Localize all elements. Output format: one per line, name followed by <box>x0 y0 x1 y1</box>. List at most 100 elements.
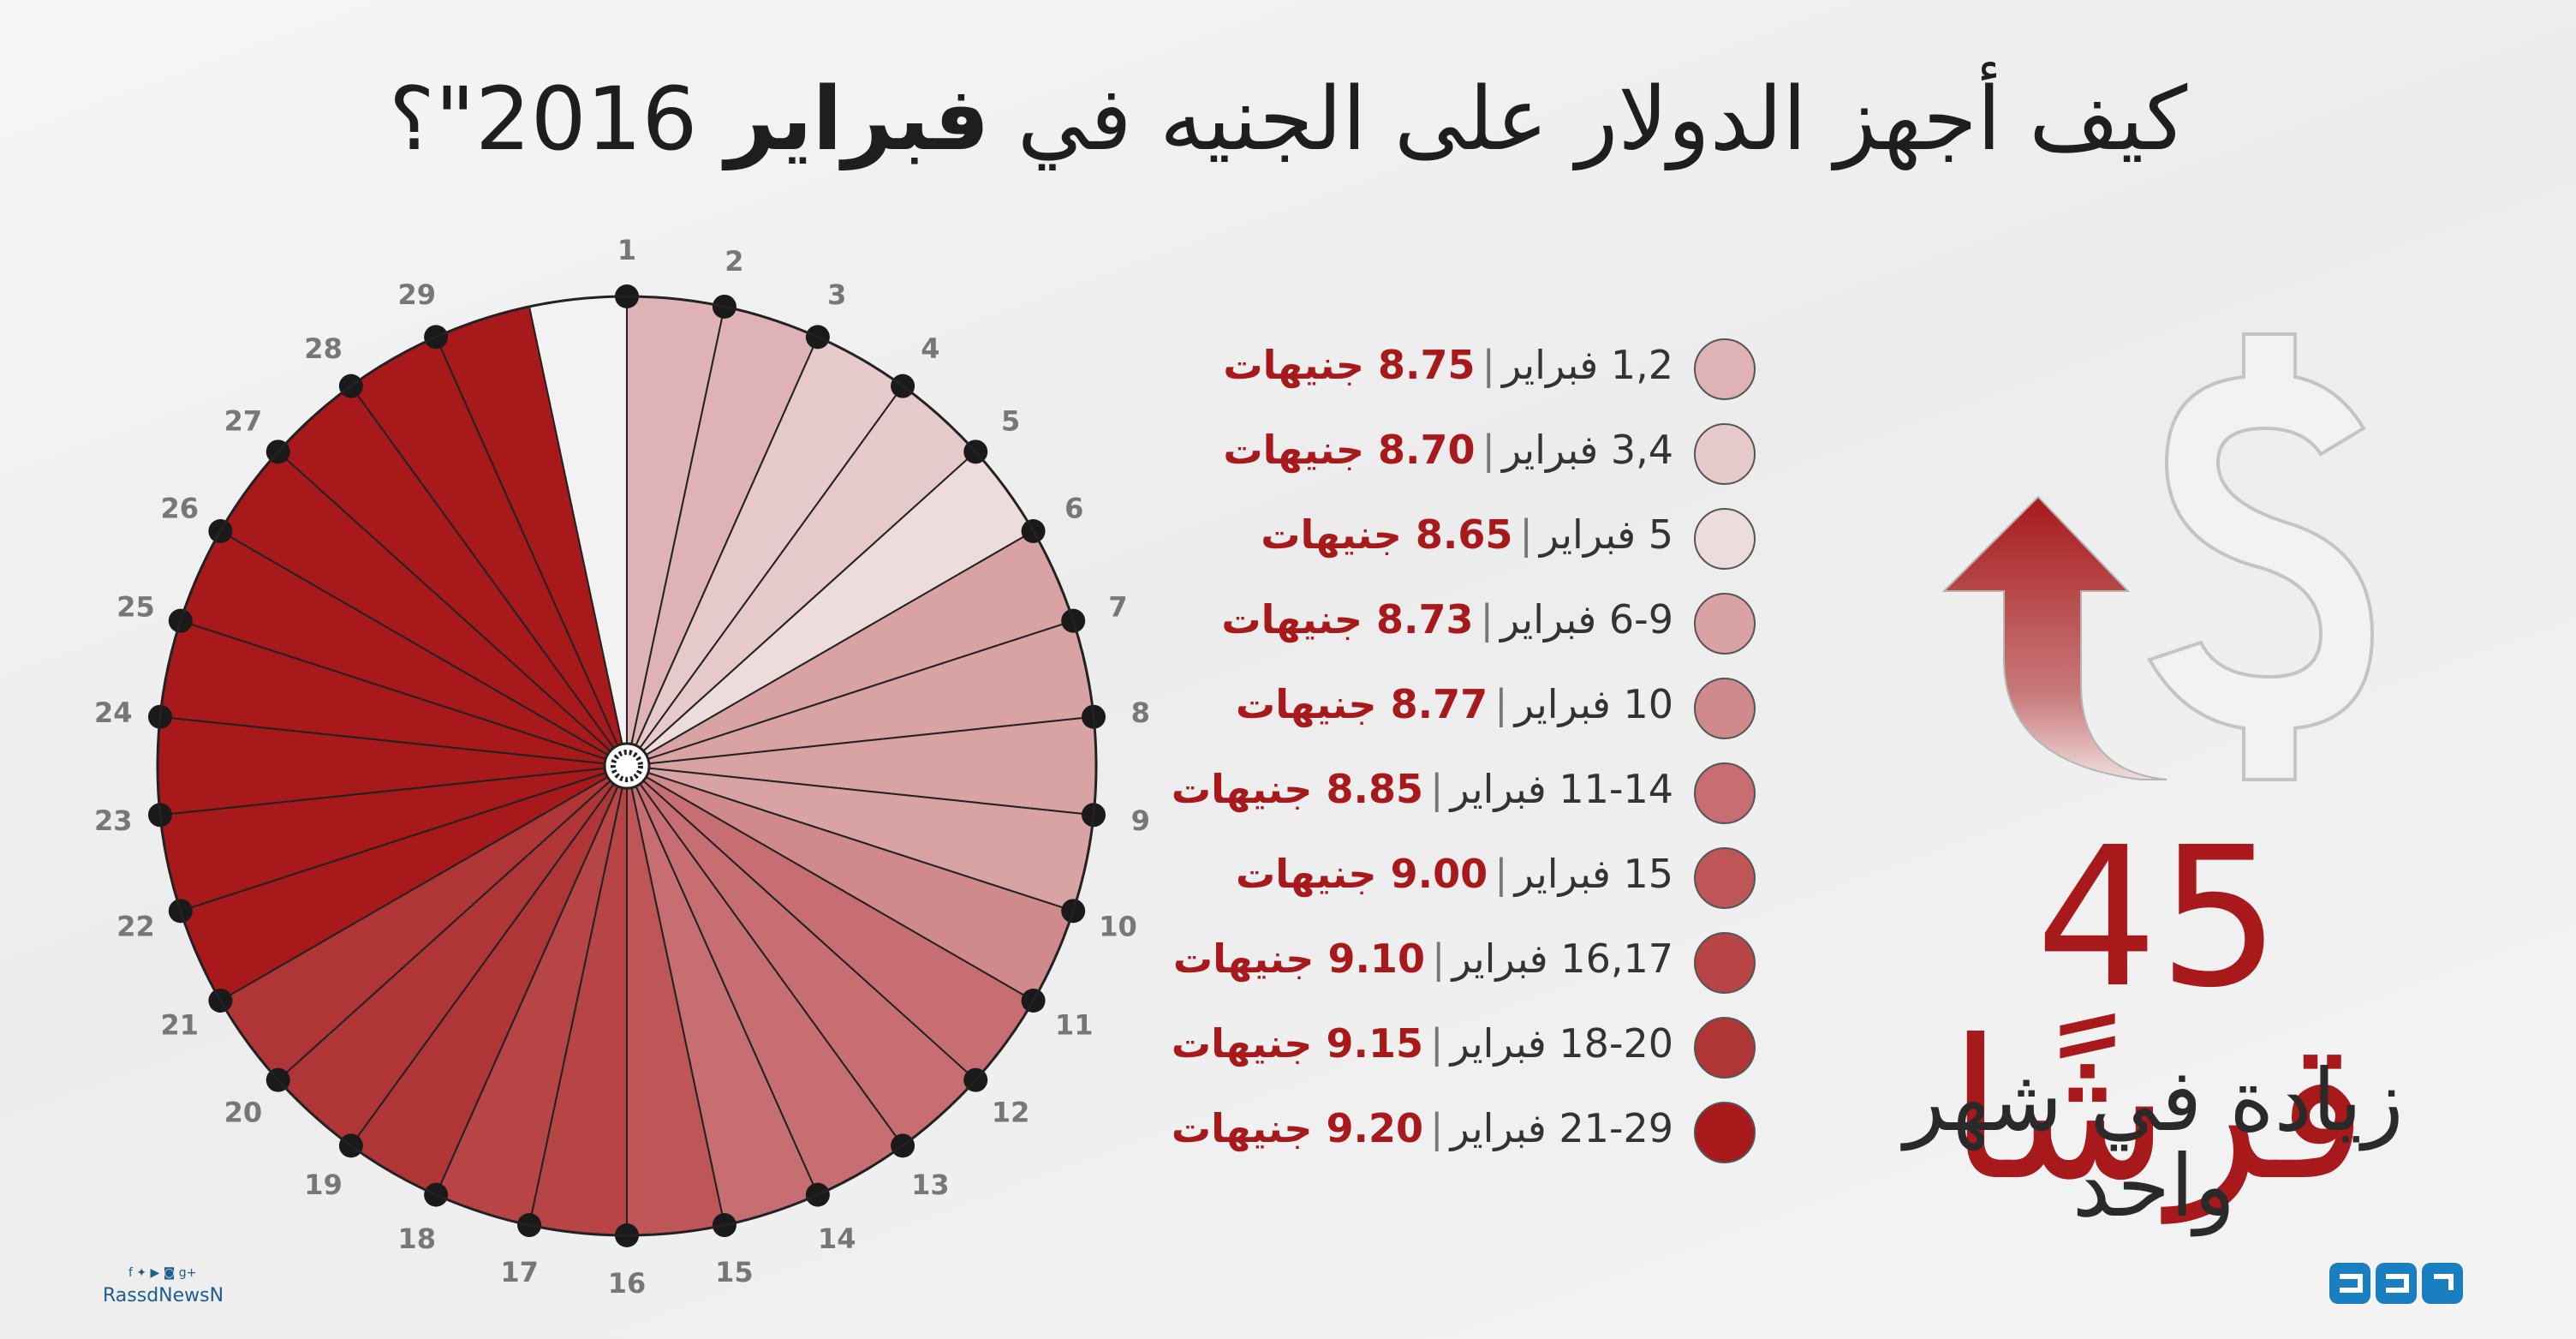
day-label-28: 28 <box>304 332 343 365</box>
day-label-14: 14 <box>818 1222 856 1255</box>
wheel-slices <box>157 295 1098 1237</box>
legend-date: 15 فبراير <box>1514 851 1673 897</box>
day-label-12: 12 <box>992 1096 1030 1128</box>
legend-swatch <box>1694 932 1756 994</box>
legend-text: 21-29 فبراير|9.20 جنيهات <box>1172 1105 1673 1151</box>
dollar-sign-icon <box>2147 332 2375 781</box>
legend-price: 9.10 جنيهات <box>1172 936 1425 982</box>
social-icons: f ✦ ▶ ◙ g+ <box>128 1266 197 1280</box>
legend-price: 8.70 جنيهات <box>1223 427 1476 473</box>
legend-text: 5 فبراير|8.65 جنيهات <box>1261 511 1673 558</box>
price-wheel-chart: 1 234567891011121314151617181920212223242… <box>94 234 1150 1300</box>
legend-separator: | <box>1431 936 1446 982</box>
day-label-1: 1 <box>617 234 636 266</box>
day-label-6: 6 <box>1064 493 1083 525</box>
legend-price: 8.65 جنيهات <box>1261 511 1513 558</box>
legend-swatch <box>1694 762 1756 824</box>
wheel-hub-ring <box>611 750 643 782</box>
legend-date: 16,17 فبراير <box>1452 936 1673 982</box>
day-label-15: 15 <box>715 1256 754 1288</box>
increase-subtitle: زيادة في شهر واحد <box>1904 1050 2404 1236</box>
social-handle: RassdNewsN <box>103 1285 224 1306</box>
legend-swatch <box>1694 1017 1756 1079</box>
legend-price: 8.85 جنيهات <box>1171 766 1423 812</box>
legend-swatch <box>1694 847 1756 909</box>
legend-text: 18-20 فبراير|9.15 جنيهات <box>1172 1020 1673 1067</box>
day-label-17: 17 <box>500 1256 539 1288</box>
rassd-logo-icon <box>2329 1263 2463 1304</box>
wheel-rim <box>156 295 1098 1237</box>
legend-date: 3,4 فبراير <box>1502 427 1673 473</box>
day-label-10: 10 <box>1099 910 1137 942</box>
day-label-16: 16 <box>608 1267 647 1300</box>
day-label-19: 19 <box>304 1169 343 1201</box>
legend-swatch <box>1694 1102 1756 1163</box>
legend-row: 5 فبراير|8.65 جنيهات <box>1156 508 1756 594</box>
legend-separator: | <box>1429 1105 1444 1151</box>
legend-swatch <box>1694 423 1756 485</box>
day-label-27: 27 <box>224 405 263 438</box>
legend-price: 9.15 جنيهات <box>1171 1020 1423 1067</box>
arrow-dollar-graphic <box>1941 332 2375 781</box>
day-label-23: 23 <box>94 804 133 837</box>
legend-price: 9.20 جنيهات <box>1171 1105 1423 1151</box>
legend-row: 11-14 فبراير|8.85 جنيهات <box>1156 762 1756 848</box>
title-bold-month: فبراير <box>724 69 990 170</box>
wheel-day-labels: 1 234567891011121314151617181920212223242… <box>94 234 1150 1300</box>
increase-amount: 45 قرشًا <box>1948 806 2368 1223</box>
legend-separator: | <box>1429 1020 1444 1067</box>
page-title: كيف أجهز الدولار على الجنيه في فبراير 20… <box>0 69 2576 170</box>
legend-price: 9.00 جنيهات <box>1236 851 1488 897</box>
legend-date: 10 فبراير <box>1514 681 1673 727</box>
day-label-8: 8 <box>1131 696 1150 729</box>
legend-date: 6-9 فبراير <box>1500 596 1673 643</box>
day-label-20: 20 <box>224 1096 263 1128</box>
legend-text: 15 فبراير|9.00 جنيهات <box>1236 851 1673 897</box>
legend-separator: | <box>1480 596 1494 643</box>
legend-date: 18-20 فبراير <box>1450 1020 1673 1067</box>
day-label-24: 24 <box>94 696 133 729</box>
legend-price: 8.73 جنيهات <box>1221 596 1474 643</box>
legend-text: 3,4 فبراير|8.70 جنيهات <box>1223 427 1673 473</box>
day-label-22: 22 <box>116 910 155 942</box>
legend-row: 10 فبراير|8.77 جنيهات <box>1156 678 1756 763</box>
legend-swatch <box>1694 678 1756 739</box>
legend-date: 1,2 فبراير <box>1502 342 1673 388</box>
legend-swatch <box>1694 338 1756 400</box>
day-label-2: 2 <box>724 245 743 278</box>
day-label-26: 26 <box>161 493 200 525</box>
day-label-18: 18 <box>397 1222 436 1255</box>
legend-separator: | <box>1429 766 1444 812</box>
legend-text: 16,17 فبراير|9.10 جنيهات <box>1173 936 1673 982</box>
legend-row: 16,17 فبراير|9.10 جنيهات <box>1156 932 1756 1018</box>
legend-row: 18-20 فبراير|9.15 جنيهات <box>1156 1017 1756 1103</box>
day-label-7: 7 <box>1108 591 1127 624</box>
legend-price: 8.77 جنيهات <box>1236 681 1488 727</box>
day-label-13: 13 <box>911 1169 950 1201</box>
day-label-11: 11 <box>1055 1009 1094 1042</box>
legend-text: 10 فبراير|8.77 جنيهات <box>1236 681 1673 727</box>
day-label-4: 4 <box>921 332 939 365</box>
legend-separator: | <box>1482 342 1496 388</box>
legend-text: 1,2 فبراير|8.75 جنيهات <box>1223 342 1673 388</box>
day-label-29: 29 <box>397 278 436 311</box>
legend-date: 11-14 فبراير <box>1450 766 1673 812</box>
title-part2: 2016"؟ <box>388 69 725 170</box>
legend-separator: | <box>1482 427 1496 473</box>
day-label-21: 21 <box>161 1009 200 1042</box>
legend-separator: | <box>1494 851 1508 897</box>
legend-date: 21-29 فبراير <box>1450 1105 1673 1151</box>
legend-separator: | <box>1519 511 1533 558</box>
legend-row: 1,2 فبراير|8.75 جنيهات <box>1156 338 1756 424</box>
day-label-9: 9 <box>1131 804 1150 837</box>
legend-text: 6-9 فبراير|8.73 جنيهات <box>1221 596 1673 643</box>
legend-text: 11-14 فبراير|8.85 جنيهات <box>1172 766 1673 812</box>
legend-price: 8.75 جنيهات <box>1223 342 1476 388</box>
up-arrow-icon <box>1941 495 2168 780</box>
legend-swatch <box>1694 508 1756 570</box>
day-label-25: 25 <box>116 591 155 624</box>
title-part1: كيف أجهز الدولار على الجنيه في <box>989 69 2188 170</box>
legend-swatch <box>1694 593 1756 655</box>
legend-date: 5 فبراير <box>1539 511 1673 558</box>
legend-separator: | <box>1494 681 1508 727</box>
